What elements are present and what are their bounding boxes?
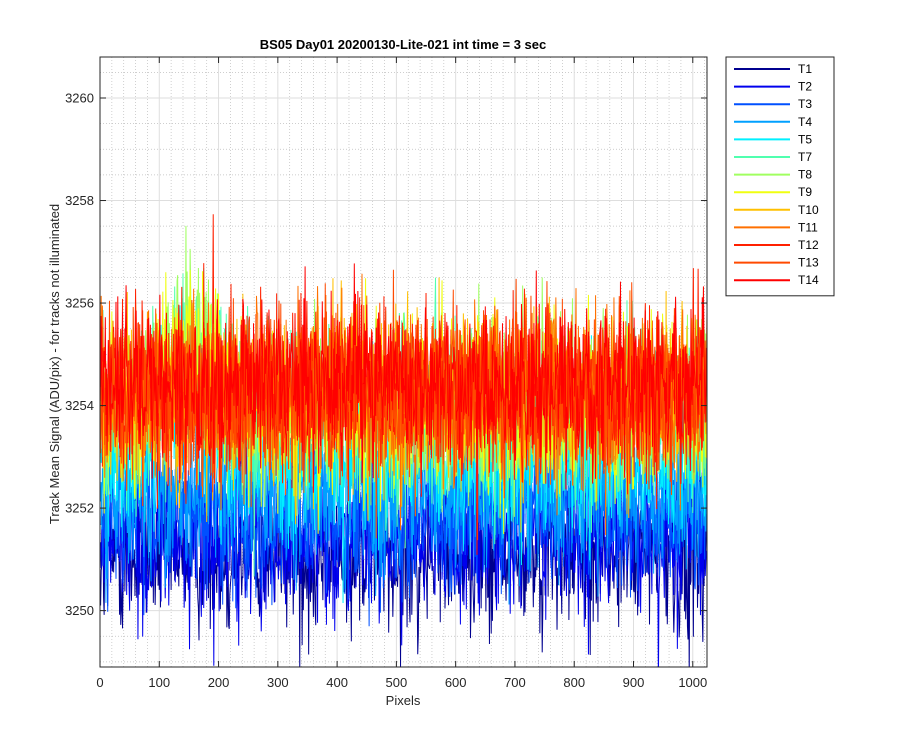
legend-label-t14: T14 [798,273,819,287]
y-tick-label: 3260 [65,91,94,106]
chart-title: BS05 Day01 20200130-Lite-021 int time = … [260,37,547,52]
x-tick-label: 100 [148,675,170,690]
legend-label-t7: T7 [798,150,812,164]
y-tick-label: 3250 [65,603,94,618]
legend-label-t2: T2 [798,80,812,94]
y-tick-label: 3252 [65,501,94,516]
legend-label-t9: T9 [798,185,812,199]
x-axis-label: Pixels [386,693,421,708]
x-tick-label: 1000 [678,675,707,690]
series-line-t14 [100,263,707,555]
x-tick-label: 800 [563,675,585,690]
legend-label-t12: T12 [798,238,819,252]
legend-label-t11: T11 [798,220,818,234]
x-tick-label: 900 [623,675,645,690]
y-tick-label: 3254 [65,398,94,413]
series-layer [100,214,707,667]
tick-labels: 0 100 200 300 400 500 600 700 800 900 1000 3250 3252… [65,91,707,690]
x-tick-label: 500 [386,675,408,690]
x-tick-label: 600 [445,675,467,690]
x-tick-label: 200 [208,675,230,690]
legend[interactable]: T1 T2 T3 T4 T5 T7 T8 T9 T10 T11 T12 T13 T14 [725,56,835,297]
x-tick-label: 400 [326,675,348,690]
legend-label-t5: T5 [798,132,812,146]
axes-box [99,56,708,668]
x-tick-label: 700 [504,675,526,690]
axes [99,56,708,668]
legend-label-t4: T4 [798,115,812,129]
legend-label-t1: T1 [798,62,812,76]
y-axis-label: Track Mean Signal (ADU/pix) - for tracks… [47,204,62,524]
legend-label-t8: T8 [798,168,812,182]
y-tick-label: 3258 [65,193,94,208]
x-tick-label: 0 [96,675,103,690]
legend-box [725,56,835,297]
legend-label-t13: T13 [798,256,819,270]
x-tick-label: 300 [267,675,289,690]
legend-label-t10: T10 [798,203,819,217]
y-tick-label: 3256 [65,296,94,311]
legend-label-t3: T3 [798,97,812,111]
